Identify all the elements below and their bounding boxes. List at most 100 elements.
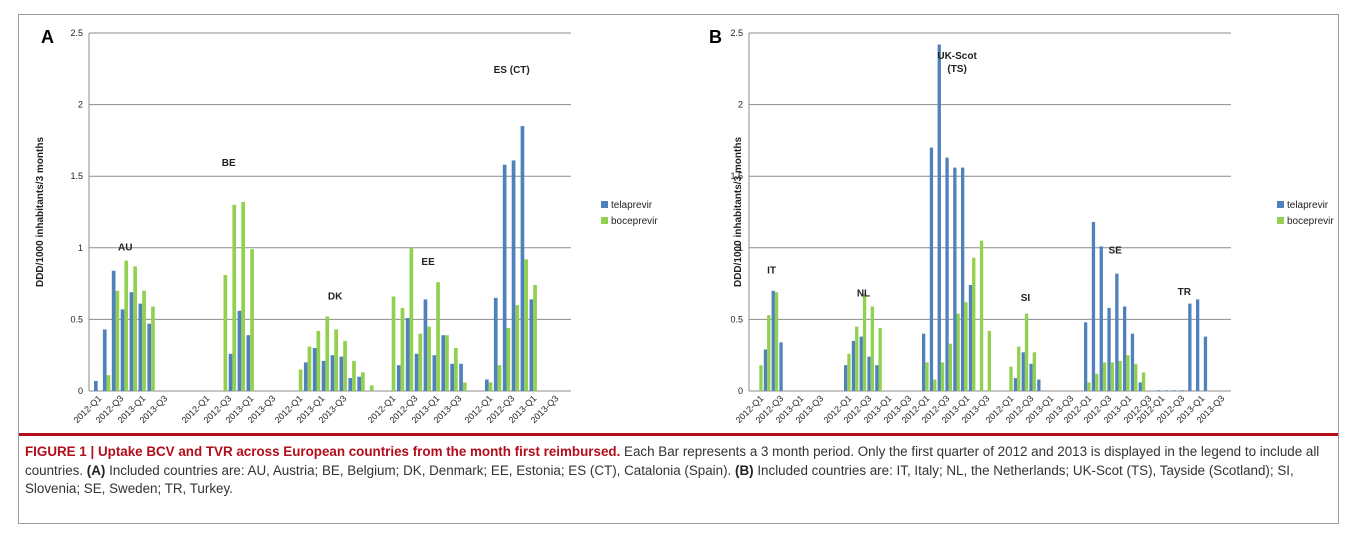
bar-boceprevir-b-0-2 bbox=[774, 292, 779, 391]
country-label: (TS) bbox=[947, 64, 966, 75]
country-label: TR bbox=[1178, 287, 1192, 298]
bar-boceprevir-b-4-1 bbox=[1095, 373, 1099, 391]
bar-boceprevir-a-1-2 bbox=[223, 275, 228, 391]
bar-boceprevir-a-0-1 bbox=[106, 375, 111, 391]
bar-boceprevir-b-2-6 bbox=[972, 257, 976, 391]
legend-label-telaprevir: telaprevir bbox=[611, 200, 653, 211]
bar-boceprevir-a-1-4 bbox=[241, 202, 245, 391]
bar-boceprevir-b-2-8 bbox=[987, 330, 991, 391]
caption-body: Each Bar represents a 3 month period. On… bbox=[25, 444, 1320, 478]
bar-boceprevir-b-1-3 bbox=[870, 306, 874, 391]
caption-b-marker: (B) bbox=[735, 462, 754, 478]
bar-telaprevir-b-4-5 bbox=[1123, 306, 1127, 391]
bar-boceprevir-b-4-5 bbox=[1126, 355, 1130, 391]
y-tick-label: 1.5 bbox=[730, 171, 743, 181]
bar-telaprevir-a-2-5 bbox=[339, 356, 344, 391]
caption-label: FIGURE 1 | bbox=[25, 444, 95, 459]
bar-telaprevir-b-2-1 bbox=[929, 147, 934, 391]
bar-boceprevir-a-3-8 bbox=[462, 382, 467, 391]
bar-boceprevir-a-3-1 bbox=[400, 307, 405, 391]
bar-telaprevir-b-4-2 bbox=[1099, 246, 1103, 391]
y-tick-label: 2 bbox=[738, 100, 743, 110]
bar-boceprevir-b-2-1 bbox=[933, 379, 937, 391]
bar-telaprevir-b-4-7 bbox=[1138, 382, 1142, 391]
bar-telaprevir-a-3-1 bbox=[396, 365, 401, 391]
bar-boceprevir-a-0-6 bbox=[151, 306, 155, 391]
bar-telaprevir-a-0-5 bbox=[138, 303, 143, 391]
bar-telaprevir-b-3-2 bbox=[1021, 352, 1025, 391]
bar-telaprevir-a-0-1 bbox=[102, 329, 107, 391]
bar-telaprevir-a-4-0 bbox=[485, 379, 489, 391]
bar-telaprevir-b-3-1 bbox=[1013, 378, 1018, 391]
bar-telaprevir-a-4-4 bbox=[520, 126, 525, 391]
bar-boceprevir-b-3-0 bbox=[1009, 366, 1013, 391]
country-label: NL bbox=[857, 289, 870, 300]
legend-label-boceprevir: boceprevir bbox=[1287, 216, 1334, 227]
bar-boceprevir-b-4-7 bbox=[1141, 372, 1146, 391]
bar-boceprevir-a-2-8 bbox=[369, 385, 374, 391]
bar-telaprevir-b-1-0 bbox=[844, 365, 848, 391]
legend-label-telaprevir: telaprevir bbox=[1287, 200, 1329, 211]
bar-boceprevir-a-2-3 bbox=[325, 316, 330, 391]
bar-boceprevir-a-2-5 bbox=[343, 340, 347, 391]
bar-boceprevir-a-3-7 bbox=[454, 348, 458, 391]
bar-boceprevir-b-2-4 bbox=[956, 313, 960, 391]
country-label: AU bbox=[118, 243, 132, 254]
bar-telaprevir-b-3-4 bbox=[1037, 379, 1041, 391]
charts-row: A 0 0.5 1 1.5 2 2.5 DDD/1000 inhabitants/3 mont… bbox=[19, 15, 1338, 427]
bar-telaprevir-b-4-1 bbox=[1091, 222, 1096, 391]
chart-panel-a: A 0 0.5 1 1.5 2 2.5 DDD/1000 inhabitants/3 mont… bbox=[19, 15, 691, 427]
bar-telaprevir-b-5-3 bbox=[1180, 390, 1184, 392]
bar-telaprevir-b-2-5 bbox=[961, 167, 965, 391]
country-label: BE bbox=[222, 158, 236, 169]
bar-boceprevir-a-4-4 bbox=[524, 259, 528, 391]
legend-label-boceprevir: boceprevir bbox=[611, 216, 658, 227]
bar-telaprevir-a-1-3 bbox=[228, 353, 233, 391]
figure-frame: A 0 0.5 1 1.5 2 2.5 DDD/1000 inhabitants/3 mont… bbox=[18, 14, 1339, 524]
bar-telaprevir-a-4-5 bbox=[529, 299, 534, 391]
bar-boceprevir-a-3-2 bbox=[409, 247, 414, 391]
bar-telaprevir-b-0-3 bbox=[779, 342, 783, 391]
bar-telaprevir-a-3-4 bbox=[423, 299, 428, 391]
bar-telaprevir-a-0-4 bbox=[129, 292, 134, 391]
bar-boceprevir-a-2-4 bbox=[334, 329, 338, 391]
bar-telaprevir-b-1-4 bbox=[875, 365, 879, 391]
bar-boceprevir-b-0-1 bbox=[767, 315, 771, 391]
chart-panel-b: B 0 0.5 1 1.5 2 2.5 DDD/1000 inhabitants/3 mont… bbox=[697, 15, 1337, 427]
bar-boceprevir-b-2-7 bbox=[979, 240, 984, 391]
bar-boceprevir-a-2-6 bbox=[352, 360, 356, 391]
bar-boceprevir-a-3-5 bbox=[436, 282, 440, 391]
bar-boceprevir-a-0-3 bbox=[124, 260, 129, 391]
bar-telaprevir-b-4-4 bbox=[1115, 273, 1119, 391]
bar-boceprevir-a-0-4 bbox=[133, 266, 137, 391]
bar-telaprevir-a-3-2 bbox=[405, 318, 410, 391]
bar-telaprevir-a-2-7 bbox=[357, 376, 361, 391]
figure-caption: FIGURE 1 | Uptake BCV and TVR across Eur… bbox=[25, 443, 1325, 499]
bar-telaprevir-a-4-1 bbox=[493, 297, 498, 391]
legend-swatch-telaprevir bbox=[601, 201, 608, 208]
bar-telaprevir-b-1-3 bbox=[867, 356, 871, 391]
bar-boceprevir-b-4-3 bbox=[1110, 362, 1114, 391]
bar-telaprevir-b-5-2 bbox=[1172, 390, 1176, 392]
bar-telaprevir-a-4-2 bbox=[502, 164, 507, 391]
y-tick-label: 1 bbox=[738, 243, 743, 253]
caption-a-marker: (A) bbox=[86, 462, 106, 478]
country-label: DK bbox=[328, 291, 343, 302]
legend-swatch-telaprevir bbox=[1277, 201, 1284, 208]
country-label: ES (CT) bbox=[494, 65, 530, 76]
bar-telaprevir-a-3-3 bbox=[414, 353, 419, 391]
y-tick-label: 2 bbox=[78, 100, 83, 110]
bar-boceprevir-a-1-5 bbox=[250, 249, 254, 391]
bar-boceprevir-b-2-0 bbox=[925, 362, 929, 391]
bar-telaprevir-a-0-0 bbox=[94, 381, 98, 391]
bar-boceprevir-b-1-0 bbox=[847, 353, 851, 391]
bar-boceprevir-b-2-5 bbox=[964, 302, 968, 391]
bar-telaprevir-a-0-6 bbox=[147, 323, 152, 391]
bar-telaprevir-a-3-5 bbox=[432, 355, 437, 391]
bar-telaprevir-b-4-3 bbox=[1107, 307, 1111, 391]
bar-telaprevir-b-1-2 bbox=[859, 336, 863, 391]
bar-boceprevir-a-4-0 bbox=[488, 382, 493, 391]
bar-telaprevir-a-3-8 bbox=[459, 363, 463, 391]
country-label: UK-Scot bbox=[937, 51, 977, 62]
bar-telaprevir-b-0-1 bbox=[763, 349, 768, 391]
